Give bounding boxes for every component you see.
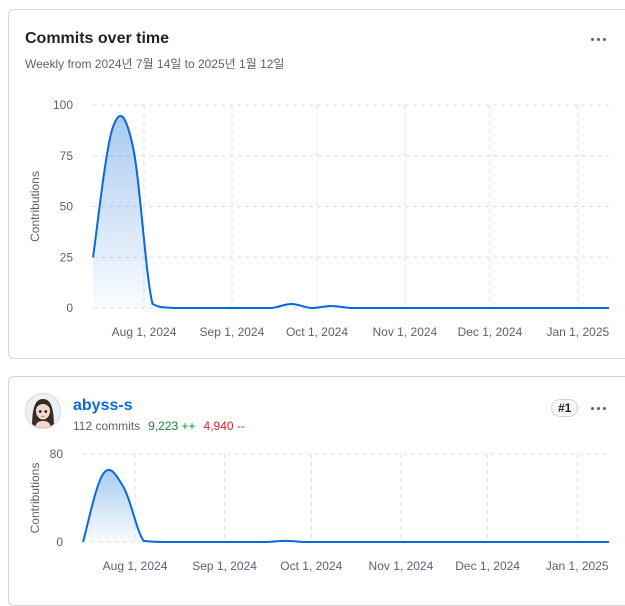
commits-over-time-card: Commits over time Weekly from 2024년 7월 1…: [8, 9, 625, 359]
series-line: [82, 469, 609, 543]
x-tick-label: Oct 1, 2024: [280, 559, 342, 573]
additions-count: 9,223 ++: [148, 419, 196, 433]
x-tick-label: Aug 1, 2024: [103, 559, 168, 573]
y-tick-label: 80: [50, 447, 64, 461]
x-tick-label: Sep 1, 2024: [192, 559, 257, 573]
chart-subtitle: Weekly from 2024년 7월 14일 to 2025년 1월 12일: [25, 57, 285, 71]
y-tick-label: 0: [66, 301, 73, 315]
x-tick-label: Oct 1, 2024: [286, 325, 348, 339]
x-tick-label: Jan 1, 2025: [546, 325, 609, 339]
commits-chart: 0 25 50 75 100 Aug 1, 2024 Sep 1, 2024 Oct 1, 2…: [28, 98, 609, 339]
x-tick-label: Nov 1, 2024: [373, 325, 438, 339]
y-tick-label: 0: [56, 535, 63, 549]
y-axis-label: Contributions: [28, 463, 42, 534]
chart-title: Commits over time: [25, 30, 170, 47]
x-tick-label: Nov 1, 2024: [369, 559, 434, 573]
x-tick-label: Aug 1, 2024: [112, 325, 177, 339]
avatar-icon[interactable]: [25, 393, 61, 429]
contributor-chart: 0 80 Aug 1, 2024 Sep 1, 2024 Oct 1, 2024 Nov …: [28, 447, 609, 573]
series-area: [93, 115, 609, 309]
x-tick-label: Jan 1, 2025: [546, 559, 609, 573]
series-area: [83, 469, 609, 542]
y-tick-label: 25: [60, 250, 74, 264]
y-tick-label: 75: [60, 149, 74, 163]
x-tick-label: Dec 1, 2024: [455, 559, 520, 573]
y-axis-label: Contributions: [28, 171, 42, 242]
contributor-card: abyss-s 112 commits 9,223 ++ 4,940 -- #1 0…: [8, 376, 625, 606]
x-tick-label: Dec 1, 2024: [458, 325, 523, 339]
contributor-username-link[interactable]: abyss-s: [73, 397, 133, 414]
contributor-stats: 112 commits 9,223 ++ 4,940 --: [73, 419, 245, 433]
series-line: [92, 114, 609, 310]
commit-count-link[interactable]: 112 commits: [73, 419, 141, 433]
y-tick-label: 100: [53, 98, 73, 112]
kebab-horizontal-icon[interactable]: [584, 28, 612, 50]
deletions-count: 4,940 --: [203, 419, 245, 433]
y-tick-label: 50: [60, 200, 74, 214]
rank-badge: #1: [551, 399, 579, 417]
kebab-horizontal-icon[interactable]: [584, 397, 612, 419]
x-tick-label: Sep 1, 2024: [200, 325, 265, 339]
